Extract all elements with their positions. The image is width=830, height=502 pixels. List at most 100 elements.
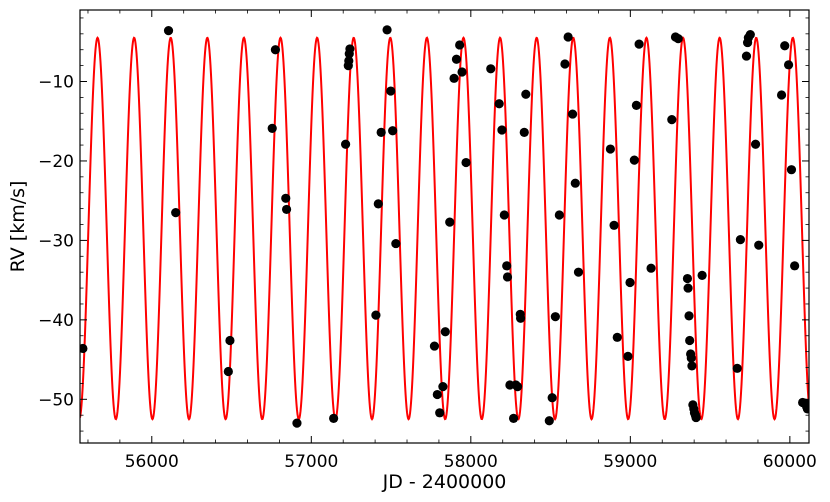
y-tick-label: −40 xyxy=(38,311,74,331)
data-point xyxy=(171,208,181,218)
data-point xyxy=(790,261,800,271)
data-point xyxy=(341,139,351,149)
data-point xyxy=(438,381,448,392)
data-point xyxy=(267,123,277,133)
data-point xyxy=(802,404,809,414)
data-point xyxy=(623,351,633,361)
data-point xyxy=(609,220,619,230)
data-point xyxy=(445,217,455,227)
data-point xyxy=(388,126,398,136)
data-point xyxy=(786,165,797,175)
data-point xyxy=(780,41,790,51)
data-point xyxy=(686,353,696,363)
data-point xyxy=(371,310,381,320)
x-axis-label: JD - 2400000 xyxy=(382,471,507,493)
data-point xyxy=(512,381,523,392)
plot-frame xyxy=(79,9,810,444)
data-point xyxy=(502,261,512,271)
data-point xyxy=(750,139,761,149)
data-point xyxy=(560,59,570,69)
data-points-layer xyxy=(80,25,809,428)
data-point xyxy=(429,341,440,351)
data-point xyxy=(776,90,787,100)
y-tick-label: −30 xyxy=(38,231,74,251)
y-tick-label: −10 xyxy=(38,73,74,93)
data-point xyxy=(547,393,557,403)
model-curve-layer xyxy=(80,36,809,421)
data-point xyxy=(634,39,644,49)
data-point xyxy=(673,34,683,44)
data-point xyxy=(515,313,526,323)
data-point xyxy=(631,100,642,110)
data-point xyxy=(745,30,755,40)
data-point xyxy=(382,25,392,35)
data-point xyxy=(563,32,573,42)
x-tick-label: 59000 xyxy=(603,452,657,472)
data-point xyxy=(682,273,693,284)
data-point xyxy=(544,416,554,426)
x-tick-label: 58000 xyxy=(444,452,498,472)
data-point xyxy=(292,418,302,428)
data-point xyxy=(685,335,695,346)
y-axis-label: RV [km/s] xyxy=(7,181,29,273)
data-point xyxy=(457,67,467,77)
data-point xyxy=(735,235,746,245)
data-point xyxy=(432,389,442,400)
data-point xyxy=(270,45,281,55)
data-point xyxy=(612,332,622,342)
data-point xyxy=(376,127,386,137)
data-point xyxy=(683,283,693,293)
data-point xyxy=(281,204,292,215)
data-point xyxy=(497,125,507,135)
data-point xyxy=(684,311,694,321)
x-tick-label: 57000 xyxy=(284,452,338,472)
data-point xyxy=(625,277,635,288)
data-point xyxy=(435,408,445,418)
data-point xyxy=(687,361,697,371)
data-point xyxy=(646,263,656,273)
data-point xyxy=(80,343,88,354)
data-point xyxy=(697,270,707,280)
data-point xyxy=(223,366,233,377)
data-point xyxy=(554,210,564,220)
data-point xyxy=(570,178,580,188)
data-point xyxy=(691,412,701,423)
data-point xyxy=(502,272,513,282)
data-point xyxy=(573,267,584,277)
x-tick-label: 60000 xyxy=(763,452,817,472)
data-point xyxy=(508,413,519,423)
data-point xyxy=(451,54,462,64)
data-point xyxy=(494,99,504,109)
data-point xyxy=(391,238,401,249)
data-point xyxy=(667,115,677,125)
data-point xyxy=(741,51,752,61)
model-curve xyxy=(80,36,809,421)
data-point xyxy=(329,413,339,423)
data-point xyxy=(461,157,471,168)
data-point xyxy=(455,40,465,50)
data-point xyxy=(605,144,616,154)
data-point xyxy=(629,155,639,165)
data-point xyxy=(783,60,794,70)
data-point xyxy=(499,210,509,220)
data-point xyxy=(519,127,529,137)
y-tick-label: −50 xyxy=(38,390,74,410)
data-point xyxy=(345,44,355,54)
data-point xyxy=(281,193,291,203)
data-point xyxy=(373,199,383,209)
data-point xyxy=(732,363,742,373)
x-tick-label: 56000 xyxy=(125,452,179,472)
data-point xyxy=(521,89,531,99)
data-point xyxy=(440,327,450,337)
data-point xyxy=(550,312,560,322)
data-point xyxy=(344,56,354,66)
y-tick-label: −20 xyxy=(38,152,74,172)
data-point xyxy=(567,109,578,119)
data-point xyxy=(386,86,396,96)
data-point xyxy=(754,240,764,250)
data-point xyxy=(486,64,496,74)
data-point xyxy=(225,335,235,346)
data-point xyxy=(163,26,174,36)
data-point xyxy=(449,73,459,83)
